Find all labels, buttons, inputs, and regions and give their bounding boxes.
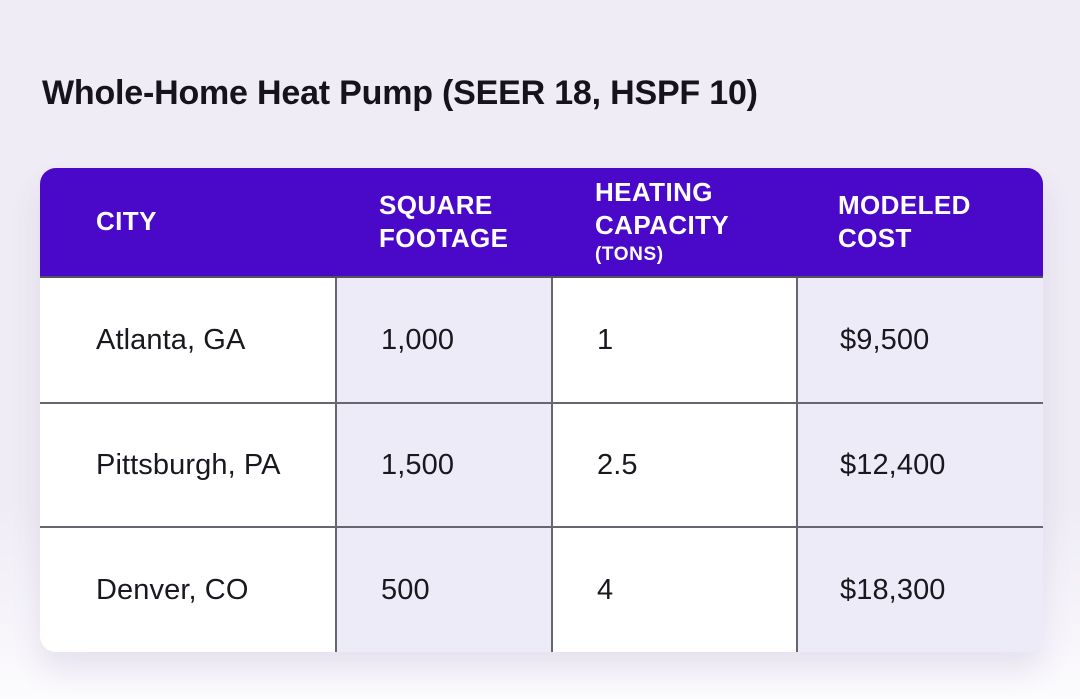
table-row: Pittsburgh, PA 1,500 2.5 $12,400 — [40, 402, 1043, 526]
cell-modeled-cost: $12,400 — [796, 402, 1043, 526]
table-row: Denver, CO 500 4 $18,300 — [40, 526, 1043, 652]
cell-square-footage: 500 — [335, 526, 551, 652]
cell-modeled-cost: $18,300 — [796, 526, 1043, 652]
table-row: Atlanta, GA 1,000 1 $9,500 — [40, 278, 1043, 402]
column-header-label: CITY — [96, 206, 157, 237]
cell-heating-capacity: 2.5 — [551, 402, 796, 526]
column-header-city: CITY — [40, 168, 335, 276]
column-header-sublabel: (TONS) — [595, 244, 664, 266]
cell-city: Denver, CO — [40, 526, 335, 652]
column-header-label: SQUARE FOOTAGE — [379, 189, 509, 253]
column-header-square-footage: SQUARE FOOTAGE — [335, 168, 551, 276]
cell-city: Pittsburgh, PA — [40, 402, 335, 526]
cell-square-footage: 1,000 — [335, 278, 551, 402]
heat-pump-table: CITY SQUARE FOOTAGE HEATING CAPACITY (TO… — [40, 168, 1043, 652]
page-title: Whole-Home Heat Pump (SEER 18, HSPF 10) — [42, 74, 758, 112]
cell-heating-capacity: 1 — [551, 278, 796, 402]
column-header-label: HEATING CAPACITY — [595, 177, 730, 241]
cell-heating-capacity: 4 — [551, 526, 796, 652]
cell-square-footage: 1,500 — [335, 402, 551, 526]
cell-modeled-cost: $9,500 — [796, 278, 1043, 402]
column-header-label: MODELED COST — [838, 189, 971, 253]
column-header-heating-capacity: HEATING CAPACITY (TONS) — [551, 168, 796, 276]
cell-city: Atlanta, GA — [40, 278, 335, 402]
column-header-modeled-cost: MODELED COST — [796, 168, 1043, 276]
table-header-row: CITY SQUARE FOOTAGE HEATING CAPACITY (TO… — [40, 168, 1043, 278]
